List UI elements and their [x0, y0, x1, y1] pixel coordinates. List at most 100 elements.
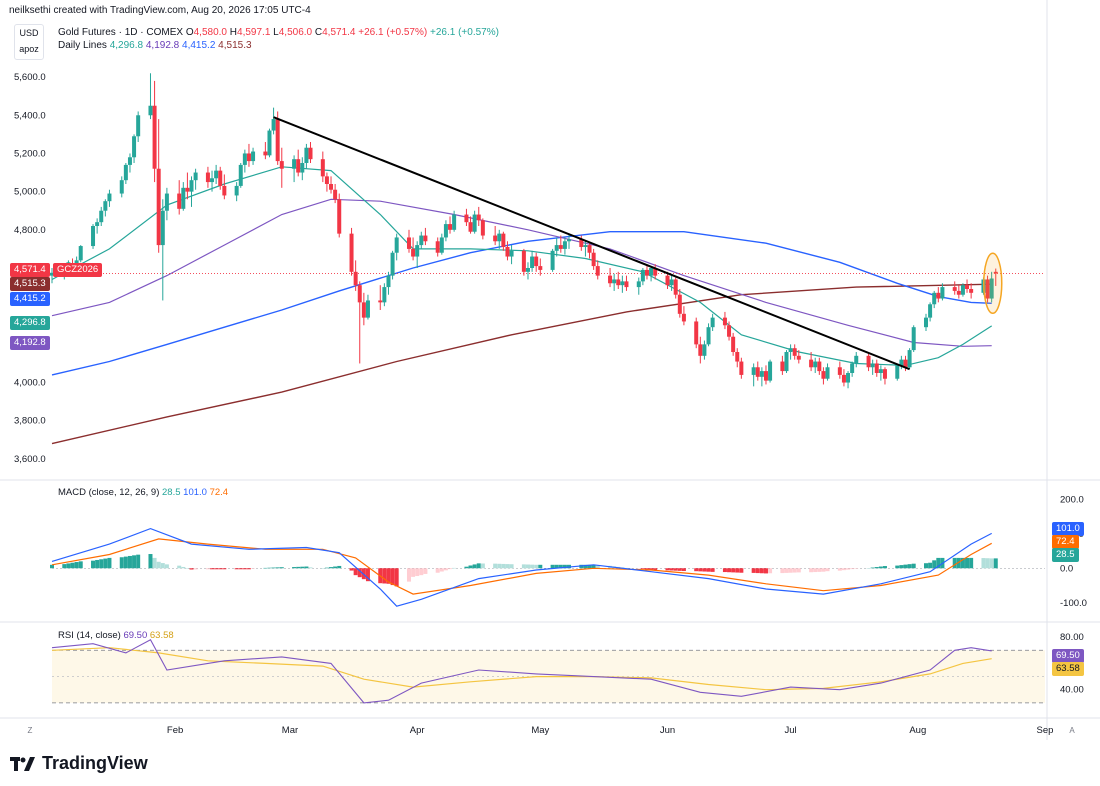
ma100-line	[51, 198, 992, 347]
candle-body	[357, 285, 362, 303]
candle-body	[595, 266, 600, 276]
macd-line-value: 101.0	[183, 487, 207, 498]
rsi-legend[interactable]: RSI (14, close) 69.50 63.58	[58, 630, 174, 641]
candle-body	[985, 279, 990, 299]
candle-body	[932, 292, 937, 305]
macd-histogram-bar	[722, 568, 727, 573]
daily-lines-legend[interactable]: Daily Lines 4,296.8 4,192.8 4,415.2 4,51…	[58, 40, 252, 51]
candle-body	[501, 233, 506, 247]
macd-histogram-bar	[160, 563, 165, 569]
daily-lines-label: Daily Lines	[58, 40, 107, 51]
candle-body	[493, 235, 498, 242]
candle-body	[119, 180, 124, 194]
macd-signal-value: 72.4	[209, 487, 229, 498]
macd-histogram-bar	[809, 568, 814, 573]
macd-histogram-bar	[649, 568, 654, 570]
candle-body	[608, 275, 613, 284]
candle-body	[874, 363, 879, 373]
candle-body	[759, 371, 764, 377]
macd-histogram-bar	[727, 568, 732, 573]
high-label: H	[229, 27, 238, 38]
macd-histogram-bar	[936, 557, 941, 569]
macd-histogram-bar	[152, 557, 157, 569]
macd-histogram-bar	[821, 568, 826, 572]
candle-body	[969, 289, 974, 293]
candle-body	[936, 292, 941, 299]
macd-histogram-bar	[509, 564, 514, 569]
macd-histogram-bar	[710, 568, 715, 572]
price-pane[interactable]	[50, 73, 1045, 445]
candle-body	[530, 256, 535, 268]
candle-body	[406, 237, 411, 249]
candle-body	[468, 222, 473, 232]
price-tick-label: 5,600.0	[14, 72, 46, 83]
candle-body	[534, 256, 539, 267]
macd-histogram-bar	[324, 567, 329, 569]
candle-body	[296, 159, 301, 173]
candle-body	[263, 151, 268, 156]
candle-body	[952, 287, 957, 291]
candle-body	[796, 355, 801, 360]
candle-body	[854, 355, 859, 364]
macd-histogram-bar	[411, 568, 416, 577]
macd-histogram-bar	[878, 566, 883, 569]
macd-histogram-bar	[825, 568, 830, 572]
macd-histogram-bar	[148, 554, 153, 569]
macd-histogram-bar	[251, 568, 256, 569]
currency-selector[interactable]: USD apoz	[14, 24, 44, 60]
candle-body	[123, 164, 128, 181]
rsi-pane[interactable]	[51, 639, 1045, 704]
grid	[0, 0, 1100, 740]
macd-histogram-bar	[443, 568, 448, 571]
macd-legend[interactable]: MACD (close, 12, 26, 9) 28.5 101.0 72.4	[58, 487, 228, 498]
candle-body	[160, 210, 165, 246]
rsi-ma-line	[51, 647, 992, 691]
macd-histogram-bar	[476, 563, 481, 569]
candle-body	[673, 279, 678, 295]
tradingview-brand[interactable]: TradingView	[10, 753, 148, 774]
candle-body	[164, 193, 169, 211]
candle-body	[521, 250, 526, 272]
candle-body	[390, 252, 395, 276]
symbol-tag: GCZ2026	[53, 263, 103, 277]
instrument-interval: 1D	[124, 27, 138, 38]
macd-histogram-bar	[636, 568, 641, 569]
macd-histogram-bar	[792, 568, 797, 573]
macd-histogram-bar	[181, 566, 186, 569]
rsi-value-label: 69.50	[1052, 649, 1084, 663]
candle-body	[275, 119, 280, 162]
candle-body	[735, 352, 740, 362]
rsi-axis-label: 40.00	[1060, 685, 1084, 696]
price-tick-label: 5,000.0	[14, 187, 46, 198]
candle-body	[899, 359, 904, 366]
rsi-title: RSI (14, close)	[58, 630, 121, 641]
macd-histogram-bar	[263, 567, 268, 569]
macd-histogram-bar	[308, 567, 313, 569]
macd-histogram-bar	[439, 568, 444, 572]
macd-histogram-bar	[841, 568, 846, 571]
macd-histogram-bar	[751, 568, 756, 573]
candle-body	[878, 369, 883, 373]
macd-pane[interactable]	[50, 527, 1045, 607]
macd-hist-label: 28.5	[1052, 548, 1079, 562]
rsi-line	[51, 639, 992, 704]
candle-body	[825, 367, 830, 379]
candle-body	[710, 317, 715, 328]
macd-histogram-bar	[780, 568, 785, 574]
macd-histogram-bar	[903, 564, 908, 569]
macd-histogram-bar	[989, 558, 994, 569]
macd-histogram-bar	[837, 568, 842, 571]
candle-body	[242, 153, 247, 165]
macd-histogram-bar	[731, 568, 736, 573]
instrument-legend[interactable]: Gold Futures · 1D · COMEX O4,580.0 H4,59…	[58, 27, 499, 38]
macd-histogram-bar	[435, 568, 440, 573]
candle-body	[411, 248, 416, 257]
candle-body	[694, 321, 699, 345]
candle-body	[394, 237, 399, 253]
macd-histogram-bar	[415, 568, 420, 577]
candle-body	[567, 239, 572, 242]
macd-histogram-bar	[246, 568, 251, 570]
candle-body	[177, 193, 182, 209]
candle-body	[821, 371, 826, 379]
